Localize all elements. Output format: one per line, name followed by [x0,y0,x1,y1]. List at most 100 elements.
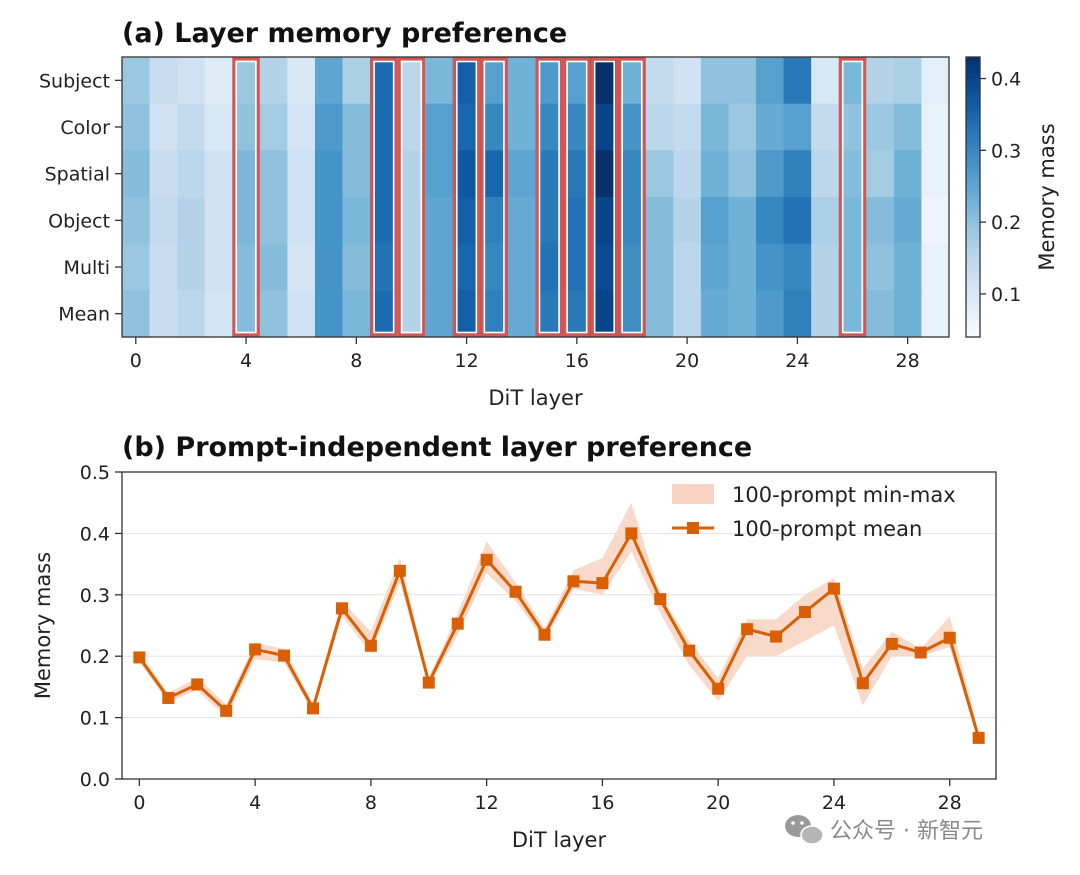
heatmap-cell [177,197,206,245]
x-tick-label: 4 [240,350,252,372]
x-tick-label: 24 [785,350,809,372]
highlight-box [618,57,646,337]
heatmap-cell [177,57,206,105]
highlight-box [480,57,508,337]
row-label: Subject [39,70,110,92]
data-point [567,575,580,588]
highlight-inner-box [400,60,423,334]
data-point [914,646,927,659]
highlight-inner-box [538,60,560,334]
heatmap-x-axis-label: DiT layer [488,386,583,410]
heatmap-cell [728,57,757,105]
heatmap-cell [645,243,674,291]
heatmap-cell [259,57,288,105]
heatmap-cell [645,103,674,151]
heatmap-cell [700,150,730,198]
data-point [827,582,840,595]
heatmap-cell [507,197,537,245]
heatmap-cell [866,57,895,105]
heatmap-cell [342,290,371,338]
x-tick-label: 4 [249,792,261,814]
heatmap-cell [204,197,233,245]
heatmap-cell [921,103,950,151]
heatmap-cell [783,197,812,245]
heatmap-cell [314,150,344,198]
data-point [625,527,638,540]
x-tick-label: 16 [590,792,614,814]
colorbar [965,56,981,338]
heatmap-cell [204,150,233,198]
heatmap-frame [121,56,950,338]
y-tick-label: 0.3 [80,585,110,607]
heatmap-cell [811,150,840,198]
highlight-inner-box [373,60,395,334]
mean-line [138,531,981,739]
heatmap-cell [645,197,674,245]
heatmap-cell [893,57,923,105]
heatmap-cell [893,150,923,198]
heatmap-cell [728,290,757,338]
highlight-box [452,57,481,337]
line-x-ticks: 0 4 8 12 16 20 24 28 [133,779,962,814]
legend-band-swatch [672,484,714,504]
data-point [943,631,956,644]
data-point [885,637,898,650]
heatmap-cell [149,57,178,105]
heatmap-cell [507,150,537,198]
legend: 100-prompt min-max 100-prompt mean [672,483,956,541]
heatmap-cell [122,197,151,245]
heatmap-cell [756,57,785,105]
heatmap-cell [700,197,730,245]
data-point [596,577,609,590]
heatmap-cell [783,290,812,338]
heatmap-cell [314,243,344,291]
heatmap-cell [314,197,344,245]
heatmap-cell [921,243,950,291]
data-point [249,643,262,656]
heatmap-cell [149,103,178,151]
heatmap-cell [756,103,785,151]
data-point [683,644,696,657]
heatmap-cell [866,290,895,338]
heatmap-cell [204,57,233,105]
line-panel: (b) Prompt-independent layer preference … [31,432,997,852]
heatmap-cell [700,103,730,151]
heatmap-cell [866,150,895,198]
heatmap-cell [149,243,178,291]
wechat-icon [785,815,824,845]
heatmap-cell [728,243,757,291]
heatmap-cell [287,150,316,198]
heatmap-cell [342,57,371,105]
highlight-box [232,57,260,337]
heatmap-cell [811,290,840,338]
heatmap-cell [645,150,674,198]
row-label: Object [48,210,110,232]
heatmap-cell [700,243,730,291]
highlight-box [397,57,426,337]
highlight-inner-box [455,60,478,334]
data-point [364,639,377,652]
y-tick-label: 0.1 [80,708,110,730]
heatmap-cell [783,243,812,291]
heatmap-cell [921,290,950,338]
heatmap-cell [425,103,454,151]
heatmap-cell [645,290,674,338]
x-tick-label: 28 [938,792,962,814]
heatmap-cell [122,150,151,198]
data-point [712,682,725,695]
heatmap-cell [122,290,151,338]
highlight-inner-box [841,60,864,334]
heatmap-cell [314,103,344,151]
data-point [538,628,551,641]
data-point [393,564,406,577]
heatmap-cell [425,197,454,245]
line-y-axis-label: Memory mass [31,552,55,699]
heatmap-cell [783,150,812,198]
data-point [770,630,783,643]
heatmap-cell [811,243,840,291]
heatmap-cell [287,197,316,245]
legend-line-label: 100-prompt mean [732,517,922,541]
x-tick-label: 28 [896,350,920,372]
line-frame [121,471,997,780]
heatmap-cell [259,103,288,151]
